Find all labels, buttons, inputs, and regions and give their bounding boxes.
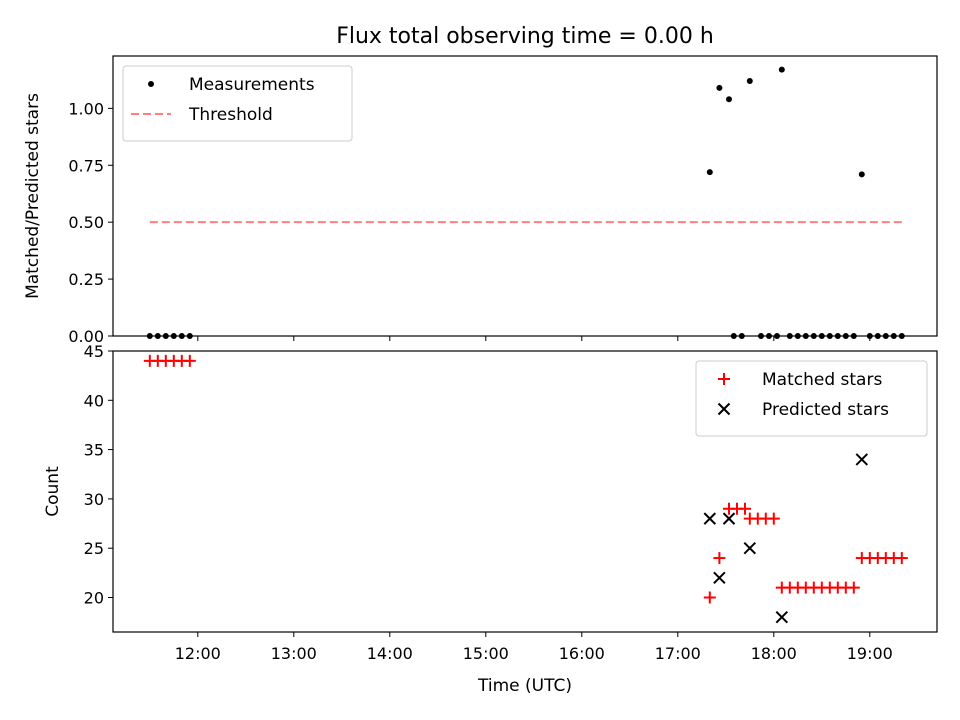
plot-frame bbox=[112, 350, 938, 633]
measurementspoint bbox=[866, 333, 873, 339]
x-tick-label: 16:00 bbox=[559, 644, 605, 663]
measurementspoint bbox=[810, 333, 817, 339]
measurementspoint bbox=[850, 333, 857, 339]
y-tick-label: 45 bbox=[84, 342, 104, 361]
legend-box bbox=[695, 360, 928, 437]
y-tick-label: 0.00 bbox=[68, 327, 104, 346]
legend-swatch-b bbox=[717, 402, 731, 416]
measurementspoint bbox=[706, 169, 713, 176]
predicted-starspoint-b bbox=[743, 541, 757, 555]
measurementspoint bbox=[802, 333, 809, 339]
y-tick-label: 35 bbox=[84, 441, 104, 460]
legend-box bbox=[122, 65, 353, 142]
y-axis-label: Count bbox=[43, 466, 63, 517]
x-tick-label: 13:00 bbox=[271, 644, 317, 663]
measurementspoint bbox=[786, 333, 793, 339]
predicted-starspoint-b bbox=[703, 512, 717, 525]
measurementspoint bbox=[898, 333, 905, 339]
measurementspoint bbox=[758, 333, 764, 339]
measurementspoint bbox=[146, 333, 153, 339]
measurementspoint bbox=[170, 333, 177, 339]
measurementspoint bbox=[162, 333, 169, 339]
measurementspoint bbox=[774, 333, 780, 339]
matched-starspoint bbox=[713, 552, 726, 565]
legend: Matched stars Predicted stars bbox=[695, 360, 928, 437]
matched-starspoint bbox=[847, 581, 860, 594]
matched-starspoint bbox=[703, 591, 716, 604]
predicted-starspoint-b bbox=[713, 571, 726, 584]
predicted-starspoint bbox=[713, 571, 726, 584]
y-axis-label: Matched/Predicted stars bbox=[23, 93, 43, 299]
y-tick-label: 40 bbox=[84, 391, 104, 410]
measurementspoint bbox=[826, 333, 833, 339]
y-tick-label: 20 bbox=[84, 588, 104, 607]
y-tick-label: 0.75 bbox=[68, 156, 104, 175]
measurementspoint bbox=[154, 333, 161, 339]
x-tick-label: 19:00 bbox=[847, 644, 893, 663]
y-tick-label: 25 bbox=[84, 539, 104, 558]
y-tick-label: 0.50 bbox=[68, 213, 104, 232]
legend-swatch bbox=[717, 402, 731, 416]
measurementspoint bbox=[716, 84, 723, 91]
measurementspoint bbox=[834, 333, 841, 339]
predicted-starspoint bbox=[855, 453, 869, 466]
predicted-starspoint bbox=[743, 541, 757, 555]
top-panel: 0.00 0.25 0.50 0.75 1.00 Matched/Predicted st… bbox=[23, 55, 938, 346]
legend-swatch bbox=[148, 81, 154, 87]
matched-starspoint bbox=[767, 512, 780, 525]
measurementspoint bbox=[794, 333, 801, 339]
bottom-panel: 20 25 30 35 40 45 12:00 13:00 14:00 15:00 16:00 17:… bbox=[43, 342, 938, 696]
legend-label: Matched stars bbox=[762, 370, 882, 390]
legend-swatch bbox=[718, 373, 730, 385]
measurementspoint bbox=[818, 333, 825, 339]
measurementspoint bbox=[874, 333, 881, 339]
x-tick-label: 17:00 bbox=[655, 644, 701, 663]
legend-label: Predicted stars bbox=[762, 400, 889, 420]
legend-label: Measurements bbox=[189, 75, 315, 95]
chart-title: Flux total observing time = 0.00 h bbox=[336, 24, 714, 49]
x-tick-label: 14:00 bbox=[367, 644, 413, 663]
measurementspoint bbox=[178, 333, 185, 339]
predicted-starspoint bbox=[722, 512, 736, 525]
predicted-starspoint-b bbox=[775, 611, 789, 624]
y-tick-label: 30 bbox=[84, 490, 104, 509]
measurementspoint bbox=[890, 333, 897, 339]
predicted-starspoint bbox=[703, 512, 717, 525]
predicted-starspoint-b bbox=[722, 512, 736, 525]
legend: Measurements Threshold bbox=[122, 65, 353, 142]
measurementspoint bbox=[858, 171, 865, 178]
x-tick-label: 18:00 bbox=[751, 644, 797, 663]
measurementspoint bbox=[738, 333, 745, 339]
matched-starspoint bbox=[183, 354, 196, 367]
predicted-starspoint-b bbox=[855, 453, 869, 466]
predicted-starspoint bbox=[775, 611, 789, 624]
measurementspoint bbox=[766, 333, 772, 339]
y-tick-label: 0.25 bbox=[68, 270, 104, 289]
y-tick-label: 1.00 bbox=[68, 99, 104, 118]
measurementspoint bbox=[882, 333, 889, 339]
matched-starspoint bbox=[895, 552, 908, 565]
x-tick-label: 15:00 bbox=[463, 644, 509, 663]
measurementspoint bbox=[842, 333, 849, 339]
measurementspoint bbox=[730, 333, 737, 339]
x-axis-label: Time (UTC) bbox=[477, 676, 572, 696]
measurementspoint bbox=[726, 96, 732, 103]
measurementspoint bbox=[746, 78, 753, 85]
plot-frame bbox=[112, 55, 938, 337]
legend-label: Threshold bbox=[188, 105, 273, 125]
measurementspoint bbox=[186, 333, 193, 339]
matched-starspoint bbox=[739, 502, 751, 515]
measurementspoint bbox=[778, 66, 785, 73]
x-tick-label: 12:00 bbox=[175, 644, 221, 663]
